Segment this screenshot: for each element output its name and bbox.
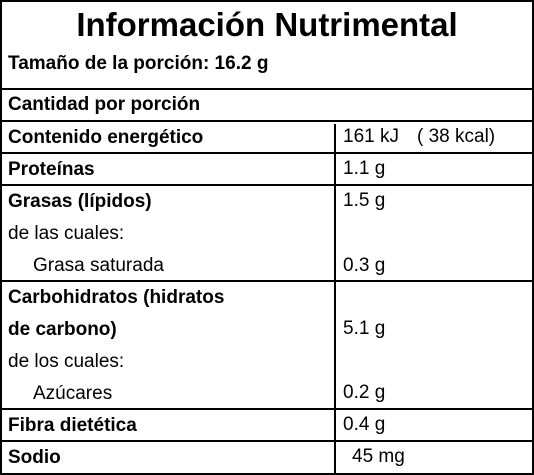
protein-label: Proteínas [8,159,95,180]
saturated-fat-value: 0.3 g [343,255,386,276]
sodium-label: Sodio [8,447,61,468]
protein-value: 1.1 g [343,158,386,179]
carbs-value: 5.1 g [343,318,386,339]
fat-subheader: de las cuales: [8,223,125,244]
energy-kcal: ( 38 kcal) [417,126,496,147]
energy-label: Contenido energético [8,127,204,148]
divider [2,152,532,154]
divider [2,440,532,442]
saturated-fat-label: Grasa saturada [33,255,164,276]
fiber-label: Fibra dietética [8,415,137,436]
divider [2,184,532,186]
divider [2,120,532,122]
label-title: Información Nutrimental [76,6,458,43]
carbs-subheader: de los cuales: [8,351,125,372]
fat-value: 1.5 g [343,190,386,211]
serving-size: Tamaño de la porción: 16.2 g [8,53,269,74]
carbs-label-line2: de carbono) [8,319,117,340]
section-header: Cantidad por porción [8,94,201,115]
column-divider [334,124,336,473]
fiber-value: 0.4 g [343,414,386,435]
divider [2,408,532,410]
energy-kj: 161 kJ [343,126,399,147]
fat-label: Grasas (lípidos) [8,191,152,212]
divider [2,280,532,282]
sugars-label: Azúcares [33,383,113,404]
sugars-value: 0.2 g [343,382,386,403]
divider [2,88,532,90]
sodium-value: 45 mg [352,446,405,467]
carbs-label-line1: Carbohidratos (hidratos [8,287,225,308]
